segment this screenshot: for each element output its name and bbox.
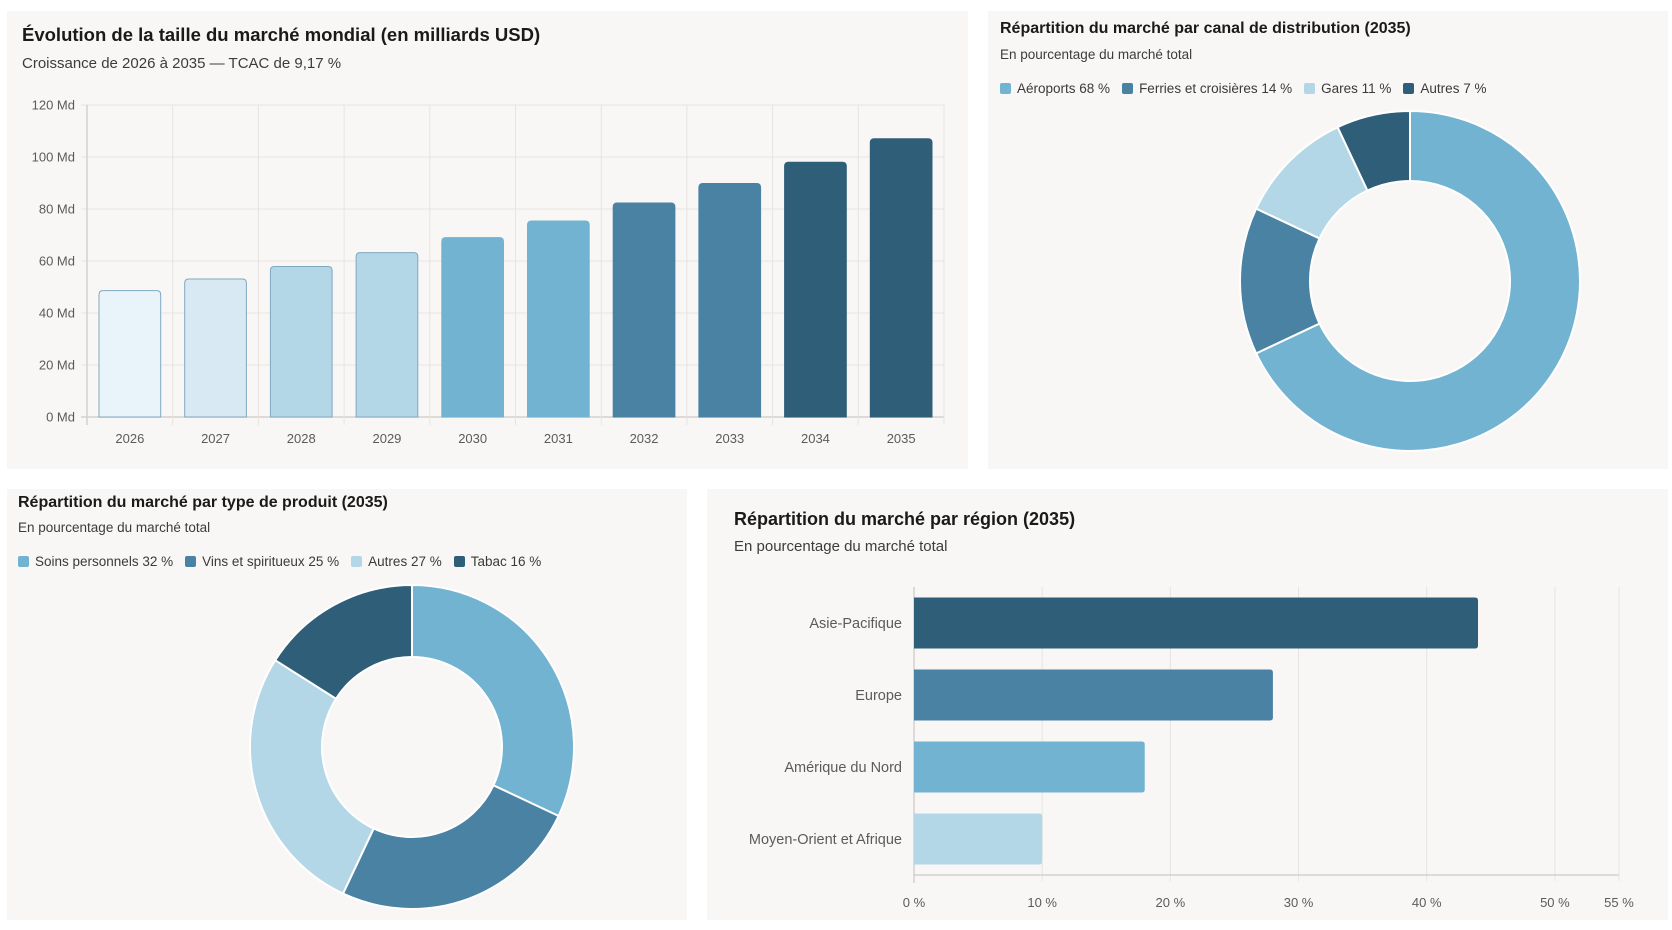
x-tick-label: 2030 bbox=[458, 431, 487, 446]
y-tick-label: 80 Md bbox=[39, 202, 75, 217]
legend-item[interactable]: Tabac 16 % bbox=[453, 554, 542, 569]
legend-swatch bbox=[453, 556, 465, 567]
region-panel: Répartition du marché par région (2035) … bbox=[707, 489, 1668, 920]
legend-item[interactable]: Ferries et croisières 14 % bbox=[1122, 81, 1292, 96]
bar-am-rique-du-nord bbox=[914, 741, 1145, 793]
bar-asie-pacifique bbox=[914, 597, 1478, 649]
category-label: Asie-Pacifique bbox=[809, 616, 902, 632]
legend-item[interactable]: Autres 27 % bbox=[351, 554, 442, 569]
x-tick-label: 2031 bbox=[544, 431, 573, 446]
slice-autres bbox=[1336, 109, 1411, 192]
legend-swatch bbox=[1403, 83, 1415, 94]
slice-soins-personnels bbox=[411, 583, 575, 818]
x-tick-label: 2027 bbox=[201, 431, 230, 446]
market-size-subtitle: Croissance de 2026 à 2035 — TCAC de 9,17… bbox=[22, 55, 342, 72]
y-tick-label: 120 Md bbox=[32, 98, 75, 113]
bar-europe bbox=[914, 669, 1273, 721]
product-subtitle: En pourcentage du marché total bbox=[18, 520, 211, 535]
legend-item[interactable]: Soins personnels 32 % bbox=[18, 554, 173, 569]
bar-2026 bbox=[98, 290, 162, 418]
legend-label: Soins personnels 32 % bbox=[35, 554, 174, 569]
bar-2032 bbox=[612, 202, 676, 418]
legend-label: Tabac 16 % bbox=[470, 554, 542, 569]
bar-2029 bbox=[355, 252, 419, 418]
legend-item[interactable]: Vins et spiritueux 25 % bbox=[185, 554, 339, 569]
channel-legend: Aéroports 68 % Ferries et croisières 14 … bbox=[1000, 81, 1486, 96]
x-tick-label: 2029 bbox=[372, 431, 401, 446]
legend-item[interactable]: Autres 7 % bbox=[1403, 81, 1486, 96]
bar-2028 bbox=[269, 265, 333, 418]
channel-donut bbox=[1239, 109, 1581, 452]
legend-label: Vins et spiritueux 25 % bbox=[202, 554, 340, 569]
bar-moyen-orient-et-afrique bbox=[914, 813, 1043, 865]
market-size-panel: Évolution de la taille du marché mondial… bbox=[7, 11, 968, 469]
legend-swatch bbox=[18, 556, 29, 567]
y-tick-label: 0 Md bbox=[46, 410, 75, 425]
legend-swatch bbox=[185, 556, 197, 567]
x-tick-label: 0 % bbox=[903, 895, 926, 910]
legend-label: Autres 7 % bbox=[1420, 81, 1487, 96]
slice-vins-et-spiritueux bbox=[341, 783, 560, 910]
x-tick-label: 2026 bbox=[115, 431, 144, 446]
legend-label: Ferries et croisières 14 % bbox=[1139, 81, 1293, 96]
region-chart: 0 % 10 % 20 % 30 % 40 % 50 % 55 % Asie-Pacifiqu… bbox=[749, 587, 1634, 910]
slice-autres bbox=[249, 658, 376, 895]
product-donut bbox=[249, 583, 575, 910]
bar-2027 bbox=[184, 278, 247, 418]
y-tick-label: 40 Md bbox=[39, 306, 75, 321]
channel-subtitle: En pourcentage du marché total bbox=[1000, 47, 1193, 62]
legend-label: Aéroports 68 % bbox=[1017, 81, 1111, 96]
bar-2034 bbox=[784, 161, 847, 418]
x-tick-label: 40 % bbox=[1412, 895, 1442, 910]
x-tick-label: 2032 bbox=[630, 431, 659, 446]
x-tick-label: 55 % bbox=[1604, 895, 1634, 910]
x-tick-label: 10 % bbox=[1027, 895, 1057, 910]
slice-tabac bbox=[273, 583, 413, 701]
bar-2035 bbox=[869, 138, 933, 418]
legend-swatch bbox=[351, 556, 363, 567]
legend-label: Gares 11 % bbox=[1321, 81, 1392, 96]
bar-2031 bbox=[526, 220, 590, 418]
legend-swatch bbox=[1122, 83, 1134, 94]
y-tick-label: 100 Md bbox=[32, 150, 75, 165]
y-tick-label: 20 Md bbox=[39, 358, 75, 373]
x-tick-label: 2033 bbox=[715, 431, 744, 446]
slice-a-roports bbox=[1254, 109, 1581, 452]
y-tick-label: 60 Md bbox=[39, 254, 75, 269]
bar-2033 bbox=[698, 183, 762, 418]
x-tick-label: 2028 bbox=[287, 431, 316, 446]
legend-item[interactable]: Aéroports 68 % bbox=[1000, 81, 1110, 96]
legend-label: Autres 27 % bbox=[368, 554, 442, 569]
market-size-chart: 0 Md 20 Md 40 Md 60 Md 80 Md 100 Md 120 Md 2026… bbox=[32, 98, 945, 446]
category-label: Europe bbox=[855, 688, 902, 704]
product-title: Répartition du marché par type de produi… bbox=[18, 494, 388, 511]
region-subtitle: En pourcentage du marché total bbox=[734, 538, 948, 555]
category-label: Amérique du Nord bbox=[784, 760, 902, 776]
bar-2030 bbox=[441, 237, 505, 418]
product-legend: Soins personnels 32 % Vins et spiritueux… bbox=[18, 554, 541, 569]
legend-swatch bbox=[1304, 83, 1316, 94]
product-panel: Répartition du marché par type de produi… bbox=[7, 489, 687, 920]
legend-swatch bbox=[1000, 83, 1011, 94]
category-label: Moyen-Orient et Afrique bbox=[749, 832, 902, 848]
channel-title: Répartition du marché par canal de distr… bbox=[1000, 20, 1411, 37]
x-tick-label: 2035 bbox=[887, 431, 916, 446]
region-title: Répartition du marché par région (2035) bbox=[734, 509, 1076, 529]
x-tick-label: 50 % bbox=[1540, 895, 1570, 910]
x-tick-label: 20 % bbox=[1156, 895, 1186, 910]
channel-panel: Répartition du marché par canal de distr… bbox=[988, 11, 1668, 469]
legend-item[interactable]: Gares 11 % bbox=[1304, 81, 1391, 96]
market-size-title: Évolution de la taille du marché mondial… bbox=[22, 24, 541, 45]
x-tick-label: 2034 bbox=[801, 431, 830, 446]
x-tick-label: 30 % bbox=[1284, 895, 1314, 910]
